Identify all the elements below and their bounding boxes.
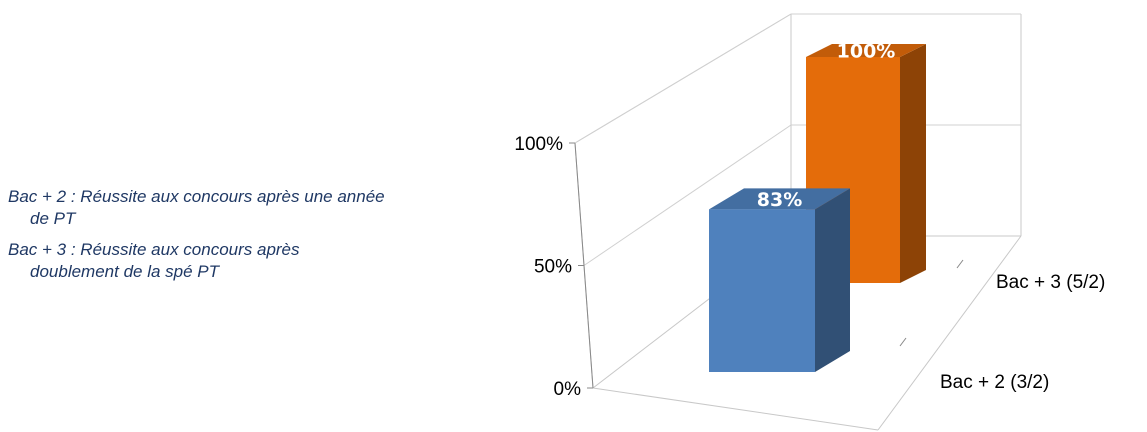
y-tick-label: 50%: [534, 257, 572, 278]
bar-bac2: 83%: [709, 188, 850, 372]
bar-top-face: [709, 188, 850, 210]
bar-top-face: [806, 44, 926, 57]
bar-value-label: 100%: [837, 41, 896, 63]
category-axis: Bac + 2 (3/2) Bac + 3 (5/2): [899, 259, 1105, 393]
category-label: Bac + 3 (5/2): [996, 272, 1105, 293]
category-label: Bac + 2 (3/2): [940, 372, 1049, 393]
bar-side-face: [815, 188, 850, 372]
floor-front: [592, 387, 879, 431]
floor-right: [877, 235, 1022, 431]
y-tick-label: 100%: [514, 134, 563, 155]
bar-side-face: [900, 44, 926, 283]
side-gridline: [583, 124, 792, 266]
category-tick: [956, 259, 964, 269]
bar-value-label: 83%: [757, 189, 802, 211]
bars: 100% 83%: [709, 41, 926, 372]
bar-front-face: [709, 209, 815, 372]
y-axis: 0% 50% 100%: [514, 134, 594, 400]
category-tick: [899, 337, 907, 347]
note-bac2: Bac + 2 : Réussite aux concours après un…: [8, 187, 385, 228]
y-axis-line: [574, 142, 594, 389]
y-tick-label: 0%: [554, 379, 582, 400]
side-gridline: [574, 13, 792, 144]
chart-notes: Bac + 2 : Réussite aux concours après un…: [8, 186, 388, 292]
note-bac3: Bac + 3 : Réussite aux concours après do…: [8, 240, 300, 281]
